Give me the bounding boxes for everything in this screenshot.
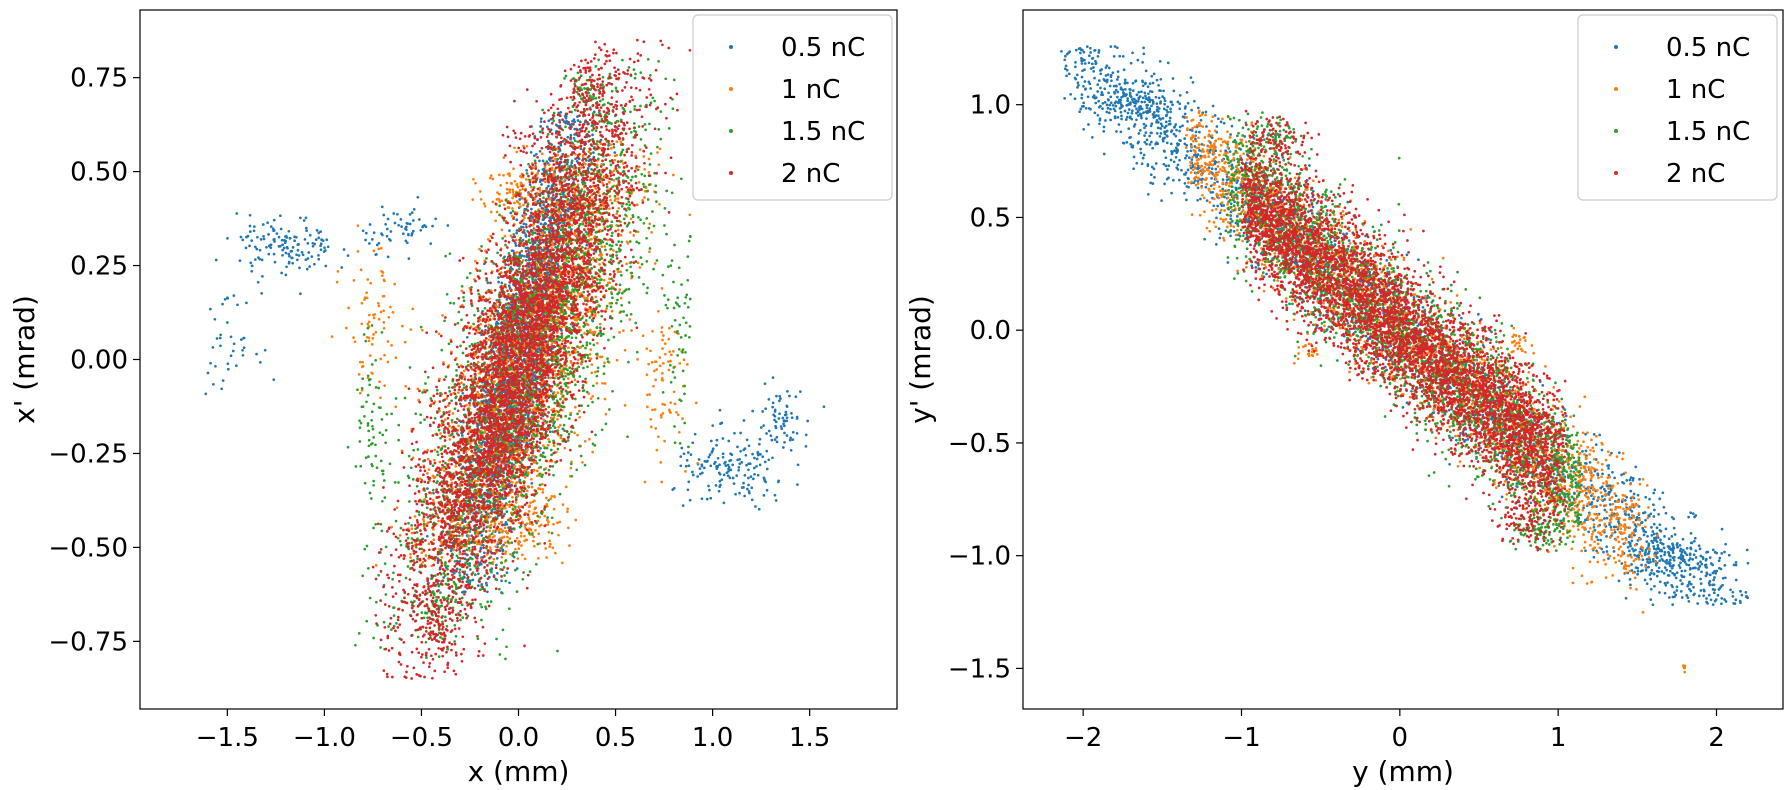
legend-marker (1614, 45, 1618, 49)
series-0-5-nc (1060, 45, 1750, 607)
y-tick-label: −0.50 (48, 533, 128, 563)
legend-label: 2 nC (1666, 159, 1725, 189)
phase-space-y-plot: −2 −1 0 1 2 −1.5 −1.0 −0.5 0.0 0.5 1.0 y (mm) y' (mr… (904, 9, 1784, 788)
legend: 0.5 nC 1 nC 1.5 nC 2 nC (692, 14, 893, 201)
y-tick-label: 0.0 (970, 316, 1011, 346)
x-tick-label: −0.5 (390, 723, 453, 753)
legend-box (692, 14, 893, 201)
x-tick-label: 0.5 (595, 723, 636, 753)
x-axis-label: y (mm) (1352, 755, 1454, 788)
y-tick-label: 1.0 (970, 91, 1011, 121)
y-axis-label: x' (mrad) (8, 295, 41, 424)
legend-marker (729, 171, 733, 175)
x-tick-label: 2 (1708, 723, 1725, 753)
phase-space-x-plot: −1.5 −1.0 −0.5 0.0 0.5 1.0 1.5 −0.75 −0.50 −0.25 0… (8, 9, 898, 788)
scatter-points (204, 38, 826, 680)
x-axis-label: x (mm) (468, 755, 570, 788)
x-tick-label: 0.0 (498, 723, 539, 753)
x-tick-label: −1 (1222, 723, 1260, 753)
legend-marker (1614, 129, 1618, 133)
y-tick-label: 0.25 (70, 252, 128, 282)
x-tick-label: −1.5 (196, 723, 259, 753)
legend-label: 1 nC (781, 75, 840, 105)
legend-label: 1.5 nC (1666, 117, 1750, 147)
x-tick-label: −2 (1064, 723, 1102, 753)
series-1-5-nc (1224, 111, 1583, 552)
x-tick-label: 0 (1392, 723, 1409, 753)
legend-label: 1.5 nC (781, 117, 865, 147)
y-tick-label: 0.00 (70, 346, 128, 376)
y-tick-label: −0.75 (48, 627, 128, 657)
y-tick-label: −1.0 (948, 542, 1011, 572)
scatter-points (1060, 45, 1750, 674)
series-2-nc (371, 38, 692, 680)
x-tick-label: 1.0 (692, 723, 733, 753)
legend-box (1577, 14, 1778, 201)
plot-frame (1022, 9, 1784, 710)
legend-marker (729, 45, 733, 49)
x-tick-label: 1.5 (789, 723, 830, 753)
legend-marker (1614, 171, 1618, 175)
legend-marker (729, 129, 733, 133)
legend-label: 2 nC (781, 159, 840, 189)
legend-label: 0.5 nC (1666, 33, 1750, 63)
y-tick-label: 0.75 (70, 64, 128, 94)
y-tick-label: 0.5 (970, 203, 1011, 233)
y-axis-label: y' (mrad) (904, 295, 937, 424)
y-tick-label: −0.25 (48, 439, 128, 469)
y-tick-label: 0.50 (70, 158, 128, 188)
legend-label: 0.5 nC (781, 33, 865, 63)
legend-label: 1 nC (1666, 75, 1725, 105)
x-tick-label: 1 (1550, 723, 1567, 753)
y-tick-label: −0.5 (948, 429, 1011, 459)
legend-marker (1614, 87, 1618, 91)
x-tick-label: −1.0 (293, 723, 356, 753)
y-tick-label: −1.5 (948, 654, 1011, 684)
legend: 0.5 nC 1 nC 1.5 nC 2 nC (1577, 14, 1778, 201)
legend-marker (729, 87, 733, 91)
